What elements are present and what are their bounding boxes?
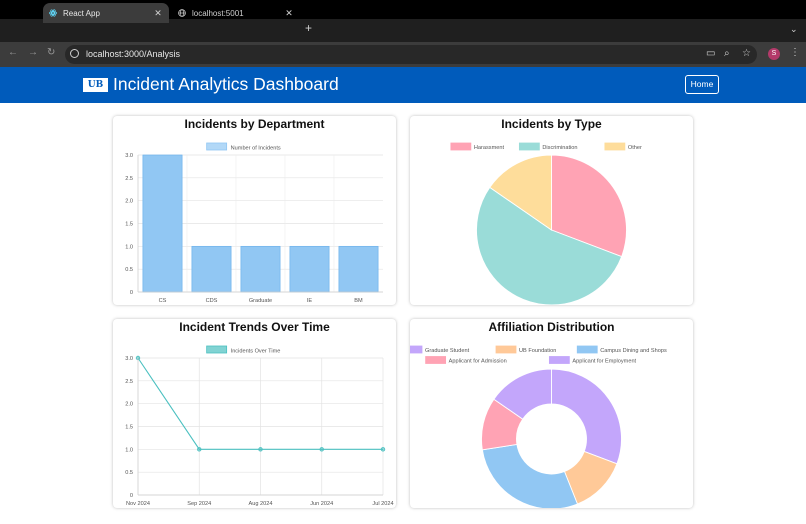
data-point xyxy=(197,447,202,452)
forward-icon[interactable]: → xyxy=(28,47,38,58)
tab-label: localhost:5001 xyxy=(192,8,244,18)
tab-localhost-5001[interactable]: localhost:5001 ✕ xyxy=(172,3,300,23)
chart-title: Affiliation Distribution xyxy=(488,320,615,334)
y-tick-label: 2.5 xyxy=(125,379,133,385)
legend-swatch xyxy=(548,356,570,364)
y-tick-label: 0.5 xyxy=(125,267,133,273)
data-point xyxy=(258,447,263,452)
browser-menu-icon[interactable]: ⋮ xyxy=(790,47,800,58)
close-tab-icon[interactable]: ✕ xyxy=(154,7,162,18)
bookmark-star-icon[interactable]: ☆ xyxy=(742,48,751,59)
bar xyxy=(289,245,330,293)
tab-search-icon[interactable]: ⌄ xyxy=(790,24,798,34)
pie-slice xyxy=(476,186,623,305)
pie-slice xyxy=(493,368,552,420)
page-title: Incident Analytics Dashboard xyxy=(113,74,339,94)
type-pie-chart: Harassment Discrimination Other xyxy=(450,142,642,305)
y-tick-label: 0 xyxy=(130,290,133,296)
x-tick-label: Jul 2024 xyxy=(372,501,393,507)
legend-swatch xyxy=(206,142,228,151)
pie-slice xyxy=(481,443,579,508)
cast-icon[interactable]: ▭ xyxy=(706,48,716,59)
y-tick-label: 3.0 xyxy=(125,356,133,362)
y-tick-label: 1.0 xyxy=(125,244,133,250)
legend-label: Campus Dining and Shops xyxy=(600,348,667,354)
url-omnibox[interactable] xyxy=(65,45,757,64)
pie-slice xyxy=(551,368,622,465)
data-point xyxy=(380,447,386,452)
legend-label: Incidents Over Time xyxy=(231,348,281,354)
legend-swatch xyxy=(206,345,228,354)
url-text[interactable]: localhost:3000/Analysis xyxy=(86,49,181,59)
legend-swatch xyxy=(604,142,626,151)
tab-label: React App xyxy=(63,8,100,18)
site-info-icon[interactable] xyxy=(70,49,79,58)
affiliation-chart-card: Affiliation Distribution Graduate Studen… xyxy=(410,319,693,508)
x-tick-label: Nov 2024 xyxy=(126,501,150,507)
legend-label: Harassment xyxy=(474,145,505,151)
tab-react-app[interactable]: React App ✕ xyxy=(43,3,169,23)
y-tick-label: 2.5 xyxy=(125,176,133,182)
legend-swatch xyxy=(410,345,423,354)
legend-label: Other xyxy=(628,145,642,151)
home-button[interactable]: Home xyxy=(685,75,719,94)
reload-icon[interactable]: ↻ xyxy=(47,47,56,58)
y-tick-label: 1.5 xyxy=(125,222,133,228)
chart-title: Incidents by Type xyxy=(501,117,602,131)
zoom-icon[interactable]: ⌕ xyxy=(724,48,730,59)
pie-slice xyxy=(489,154,552,231)
trend-chart-card: Incident Trends Over Time Incidents Over… xyxy=(113,319,396,508)
new-tab-icon[interactable]: + xyxy=(305,21,313,35)
legend-swatch xyxy=(495,345,517,354)
type-chart-card: Incidents by Type Harassment Discriminati… xyxy=(410,116,693,305)
pie-slice xyxy=(551,154,627,258)
legend-label: Applicant for Employment xyxy=(572,359,636,365)
ub-logo: UB xyxy=(83,78,108,92)
legend-label: Applicant for Admission xyxy=(449,359,507,365)
x-tick-label: Aug 2024 xyxy=(249,501,273,507)
profile-avatar[interactable]: S xyxy=(768,48,780,60)
y-tick-label: 3.0 xyxy=(125,153,133,159)
legend-label: Number of Incidents xyxy=(231,145,281,151)
legend-label: UB Foundation xyxy=(519,348,556,354)
legend-swatch xyxy=(450,142,472,151)
globe-icon xyxy=(178,9,186,17)
y-tick-label: 0.5 xyxy=(125,470,133,476)
y-tick-label: 2.0 xyxy=(125,199,133,205)
x-tick-label: IE xyxy=(307,298,313,304)
bar xyxy=(191,245,232,293)
app-header xyxy=(0,67,806,103)
legend-swatch xyxy=(518,142,540,151)
affiliation-donut-chart: Graduate Student UB Foundation Campus Dini… xyxy=(410,345,667,508)
bar xyxy=(240,245,281,293)
legend-swatch xyxy=(425,356,447,364)
legend-label: Graduate Student xyxy=(425,348,470,354)
x-tick-label: Sep 2024 xyxy=(187,501,211,507)
department-bar-chart: Number of Incidents 0 0.5 1.0 1.5 2.0 2.5 3.0 CS… xyxy=(125,142,383,304)
bar xyxy=(338,245,379,293)
close-tab-icon[interactable]: ✕ xyxy=(285,7,293,18)
bar xyxy=(142,154,183,293)
chart-title: Incidents by Department xyxy=(184,117,325,131)
chart-title: Incident Trends Over Time xyxy=(179,320,330,334)
browser-tab-strip xyxy=(0,19,806,42)
x-tick-label: BM xyxy=(354,298,363,304)
department-chart-card: Incidents by Department Number of Incide… xyxy=(113,116,396,305)
y-tick-label: 0 xyxy=(130,493,133,499)
react-icon xyxy=(49,9,57,17)
window-top-bar xyxy=(0,0,806,19)
x-tick-label: CS xyxy=(159,298,167,304)
x-tick-label: Jun 2024 xyxy=(310,501,333,507)
x-tick-label: CDS xyxy=(206,298,218,304)
x-tick-label: Graduate xyxy=(249,298,272,304)
back-icon[interactable]: ← xyxy=(8,47,18,58)
trend-line-chart: Incidents Over Time 0 0.5 1.0 1.5 2.0 2.5 3.0 No… xyxy=(125,345,394,507)
y-tick-label: 2.0 xyxy=(125,402,133,408)
legend-label: Discrimination xyxy=(542,145,577,151)
legend-swatch xyxy=(576,345,598,354)
y-tick-label: 1.0 xyxy=(125,447,133,453)
data-point xyxy=(319,447,324,452)
y-tick-label: 1.5 xyxy=(125,425,133,431)
